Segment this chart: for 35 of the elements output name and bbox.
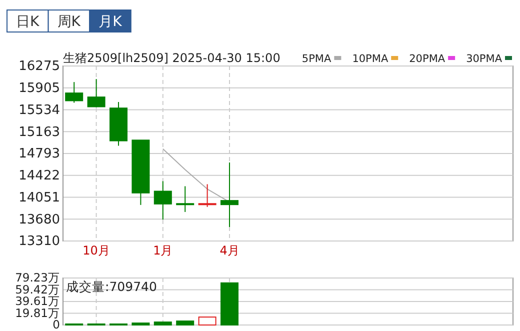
chart-title: 成交量:709740	[66, 279, 157, 294]
candlestick	[154, 180, 172, 220]
y-tick-label: 13680	[18, 212, 60, 228]
legend-label: 20PMA	[409, 53, 446, 65]
y-tick-label: 15905	[18, 81, 60, 96]
y-tick-label: 13310	[18, 234, 60, 250]
y-tick-label: 39.61万	[15, 294, 60, 308]
y-tick-label: 15163	[18, 124, 60, 140]
text: 日K	[16, 14, 40, 30]
y-tick-label: 14793	[18, 146, 60, 162]
x-tick-label: 10月	[82, 244, 110, 258]
bar	[220, 282, 238, 326]
text: 周K	[57, 14, 82, 30]
legend-label: 10PMA	[352, 53, 389, 65]
y-tick-label: 15534	[18, 102, 60, 118]
candlestick	[65, 82, 84, 104]
x-tick-label: 4月	[220, 244, 240, 258]
y-tick-label: 14422	[18, 168, 60, 184]
bar	[198, 316, 216, 326]
y-tick-label: 19.81万	[15, 306, 60, 320]
candlestick	[198, 184, 216, 208]
y-tick-label: 14051	[18, 190, 60, 206]
chart-title: 生猪2509[lh2509] 2025-04-30 15:00	[63, 51, 280, 65]
bar	[154, 322, 172, 326]
y-tick-label: 16275	[18, 59, 60, 74]
legend-label: 30PMA	[466, 53, 503, 65]
legend-label: 5PMA	[302, 53, 332, 65]
candlestick	[87, 78, 106, 108]
text: 月K	[98, 14, 123, 30]
y-tick-label: 0	[52, 318, 60, 331]
y-tick-label: 79.23万	[15, 270, 60, 285]
bar	[176, 320, 194, 326]
candlestick	[176, 186, 194, 212]
y-tick-label: 59.42万	[15, 282, 60, 296]
x-tick-label: 1月	[153, 244, 173, 258]
